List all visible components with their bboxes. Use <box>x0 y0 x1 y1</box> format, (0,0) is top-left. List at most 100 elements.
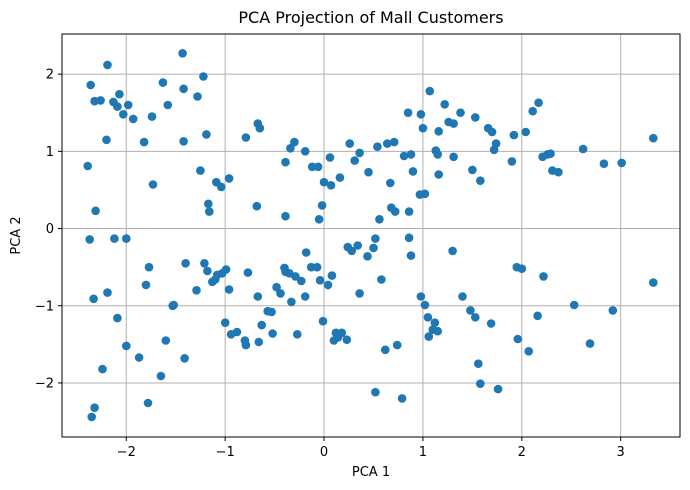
data-point <box>449 152 458 162</box>
data-point <box>486 319 496 328</box>
data-point <box>110 234 119 243</box>
data-point <box>327 271 337 280</box>
data-point <box>493 384 503 394</box>
x-tick-label: 3 <box>617 445 625 460</box>
data-point <box>281 211 290 221</box>
data-point <box>404 207 414 216</box>
data-point <box>599 159 609 168</box>
data-point <box>163 100 173 110</box>
data-point <box>521 127 530 137</box>
y-tick-label: 0 <box>46 222 54 237</box>
data-point <box>128 114 138 124</box>
y-tick-label: −2 <box>35 376 54 391</box>
data-point <box>204 199 213 209</box>
data-point <box>240 336 250 345</box>
data-point <box>241 133 251 142</box>
data-point <box>252 201 262 211</box>
data-point <box>143 398 153 408</box>
data-point <box>408 167 418 176</box>
data-point <box>430 318 440 328</box>
data-point <box>257 320 267 330</box>
data-point <box>301 248 311 257</box>
data-point <box>315 276 325 285</box>
data-point <box>96 96 105 105</box>
data-point <box>424 332 434 341</box>
data-point <box>434 127 444 136</box>
y-tick-label: 1 <box>46 145 54 160</box>
axis-ticks: −2 −1 0 1 2 3 −2 −1 0 1 2 <box>35 68 625 460</box>
data-point <box>156 371 166 381</box>
data-point <box>291 272 300 281</box>
plot-frame <box>61 33 681 438</box>
data-point <box>193 92 202 101</box>
data-point <box>369 243 378 253</box>
x-tick-label: 0 <box>320 445 328 460</box>
data-point <box>286 144 295 153</box>
data-point <box>87 412 96 422</box>
data-point <box>471 113 480 122</box>
data-point <box>98 364 107 374</box>
data-point <box>326 181 336 190</box>
data-point <box>425 86 435 96</box>
data-point <box>220 318 230 328</box>
data-point <box>399 151 409 161</box>
data-point <box>509 130 519 140</box>
data-point <box>578 144 588 154</box>
data-point <box>386 178 395 188</box>
data-point <box>91 206 100 216</box>
data-point <box>513 334 523 344</box>
data-point <box>448 246 457 256</box>
data-point <box>119 110 128 119</box>
data-point <box>205 207 214 216</box>
data-point <box>313 162 323 172</box>
data-point <box>314 215 324 224</box>
data-point <box>347 246 357 256</box>
data-point <box>539 272 548 281</box>
data-point <box>199 72 208 81</box>
data-point <box>585 339 595 348</box>
data-point <box>403 108 413 117</box>
data-point <box>318 316 328 326</box>
data-point <box>255 123 265 133</box>
data-point <box>203 266 212 276</box>
data-point <box>364 167 373 177</box>
data-point <box>649 278 658 287</box>
data-point <box>487 127 497 137</box>
data-point <box>123 100 133 110</box>
data-point <box>468 165 477 175</box>
x-tick-label: 1 <box>419 445 427 460</box>
data-point <box>323 280 333 290</box>
data-point <box>144 262 154 272</box>
data-point <box>224 174 234 183</box>
data-point <box>122 234 131 243</box>
data-point <box>148 180 158 189</box>
data-point <box>383 139 392 148</box>
data-point <box>406 251 416 260</box>
data-point <box>181 259 190 268</box>
data-point <box>524 347 533 356</box>
data-point <box>268 329 277 338</box>
data-point <box>371 387 380 397</box>
data-point <box>102 135 111 145</box>
data-point <box>200 259 209 268</box>
data-point <box>350 156 360 165</box>
data-point <box>476 379 485 389</box>
data-point <box>224 285 234 294</box>
data-point <box>113 313 122 323</box>
data-point <box>433 150 443 159</box>
data-point <box>355 289 364 298</box>
y-tick-label: −1 <box>35 299 54 314</box>
data-point <box>474 359 483 369</box>
data-point <box>325 153 335 162</box>
data-point <box>297 276 306 286</box>
data-point <box>406 150 416 159</box>
x-tick-label: 2 <box>518 445 526 460</box>
data-point <box>179 84 188 94</box>
data-point <box>202 130 211 139</box>
data-point <box>392 340 402 350</box>
data-point <box>363 251 372 261</box>
data-point <box>86 80 95 90</box>
x-tick-label: −2 <box>117 445 136 460</box>
data-point <box>342 335 352 345</box>
data-point <box>471 313 480 322</box>
